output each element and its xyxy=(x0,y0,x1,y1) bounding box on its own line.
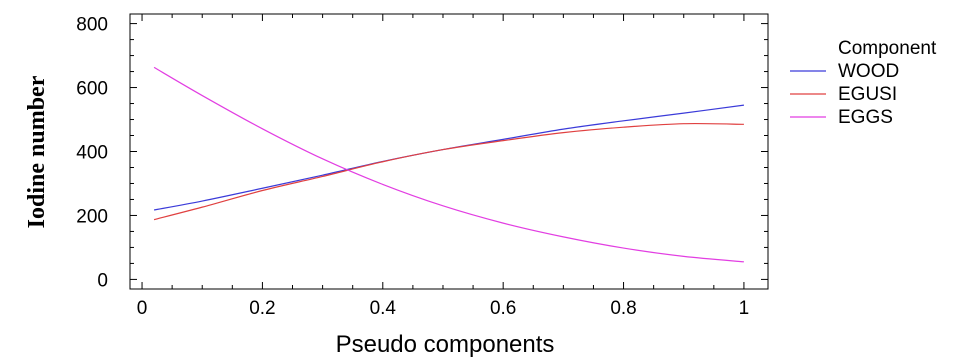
y-tick-label: 800 xyxy=(76,15,108,36)
legend-label-egusi: EGUSI xyxy=(838,84,897,105)
x-axis-label: Pseudo components xyxy=(336,331,555,358)
axes: 0 0.2 0.4 0.6 0.8 1 0 200 400 600 800 xyxy=(76,14,768,319)
x-tick-label: 0.8 xyxy=(610,298,636,319)
series-lines xyxy=(153,66,745,263)
x-tick-label: 1 xyxy=(739,298,750,319)
legend-label-wood: WOOD xyxy=(838,61,899,82)
legend-label-eggs: EGGS xyxy=(838,107,893,128)
legend-title: Component xyxy=(838,38,937,59)
y-tick-label: 600 xyxy=(76,79,108,100)
x-tick-label: 0 xyxy=(137,298,148,319)
series-line-eggs xyxy=(153,66,744,263)
series-line-egusi xyxy=(153,122,744,221)
y-tick-label: 200 xyxy=(76,206,108,227)
x-tick-label: 0.2 xyxy=(249,298,275,319)
x-tick-label: 0.4 xyxy=(370,298,397,319)
plot-frame xyxy=(129,13,769,290)
y-tick-label: 400 xyxy=(76,143,108,164)
x-tick-label: 0.6 xyxy=(490,298,516,319)
y-tick-label: 0 xyxy=(97,270,108,291)
series-line-wood xyxy=(153,104,745,211)
y-axis-label: Iodine number xyxy=(24,75,50,228)
